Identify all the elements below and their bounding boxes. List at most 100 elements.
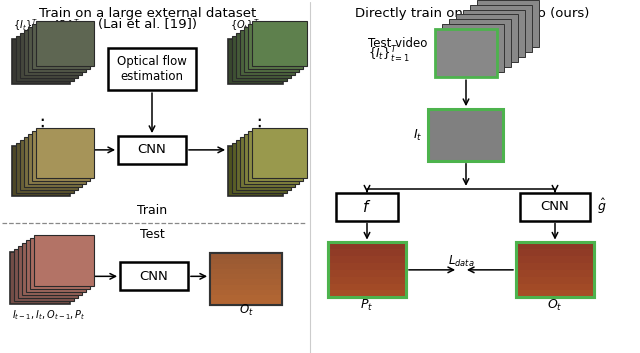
Bar bbox=[210, 253, 282, 305]
Bar bbox=[26, 240, 86, 292]
Bar bbox=[328, 277, 406, 285]
Bar bbox=[248, 24, 303, 69]
Bar bbox=[210, 253, 282, 305]
Bar bbox=[34, 234, 94, 286]
Text: $\vdots$: $\vdots$ bbox=[248, 116, 261, 136]
Bar bbox=[328, 243, 406, 297]
Bar bbox=[10, 252, 70, 304]
Bar bbox=[210, 274, 282, 279]
Bar bbox=[210, 253, 282, 259]
Text: $O_t$: $O_t$ bbox=[239, 303, 253, 318]
Bar bbox=[228, 146, 283, 196]
Bar bbox=[516, 243, 594, 250]
Bar bbox=[210, 259, 282, 264]
Bar bbox=[210, 290, 282, 295]
Bar bbox=[435, 29, 497, 77]
Bar bbox=[328, 263, 406, 271]
Bar bbox=[210, 300, 282, 305]
Bar bbox=[16, 143, 74, 193]
Bar bbox=[477, 0, 539, 47]
Text: $P_t$: $P_t$ bbox=[360, 298, 374, 313]
Bar bbox=[516, 249, 594, 257]
Bar bbox=[442, 24, 504, 72]
Text: Directly train on a test video (ours): Directly train on a test video (ours) bbox=[355, 7, 589, 20]
Bar bbox=[520, 193, 590, 221]
Bar bbox=[240, 137, 295, 187]
Text: $L_{data}$: $L_{data}$ bbox=[448, 255, 474, 269]
Bar bbox=[516, 270, 594, 278]
Bar bbox=[470, 5, 532, 52]
Bar bbox=[36, 128, 94, 178]
Text: Test: Test bbox=[140, 228, 164, 241]
Bar bbox=[252, 128, 307, 178]
Text: CNN: CNN bbox=[541, 200, 570, 213]
Bar bbox=[248, 131, 303, 181]
Bar bbox=[463, 10, 525, 57]
Bar bbox=[336, 193, 398, 221]
Bar bbox=[210, 264, 282, 269]
Bar bbox=[516, 277, 594, 285]
Bar bbox=[28, 28, 86, 72]
Text: CNN: CNN bbox=[138, 143, 166, 156]
Bar bbox=[12, 146, 70, 196]
Bar bbox=[428, 109, 503, 161]
Bar bbox=[16, 36, 74, 81]
Bar bbox=[210, 295, 282, 300]
Bar bbox=[449, 19, 511, 67]
Bar bbox=[36, 22, 94, 66]
Bar bbox=[240, 30, 295, 75]
Bar bbox=[232, 143, 287, 193]
Bar bbox=[328, 291, 406, 298]
Bar bbox=[516, 263, 594, 271]
Bar bbox=[516, 283, 594, 291]
Bar bbox=[210, 279, 282, 285]
Bar bbox=[252, 22, 307, 66]
Bar bbox=[32, 131, 90, 181]
Bar bbox=[120, 262, 188, 290]
Bar bbox=[244, 28, 299, 72]
Text: $\{O_t\}_{t=1}^T$: $\{O_t\}_{t=1}^T$ bbox=[230, 18, 270, 34]
Bar bbox=[118, 136, 186, 164]
Bar bbox=[228, 40, 283, 84]
Bar bbox=[24, 30, 82, 75]
Bar bbox=[328, 270, 406, 278]
Bar bbox=[30, 238, 90, 289]
Bar bbox=[22, 244, 82, 295]
Text: $\{I_t\}_{t=1}^T,\{P_t\}_{t=1}^T$: $\{I_t\}_{t=1}^T,\{P_t\}_{t=1}^T$ bbox=[13, 18, 90, 34]
Text: $I_t$: $I_t$ bbox=[413, 127, 422, 143]
Bar bbox=[236, 140, 291, 190]
Bar bbox=[32, 24, 90, 69]
Bar bbox=[20, 34, 78, 78]
Text: Train on a large external dataset: Train on a large external dataset bbox=[40, 7, 257, 20]
Bar bbox=[516, 243, 594, 297]
Bar bbox=[18, 246, 78, 298]
Text: (Lai et al. [19]): (Lai et al. [19]) bbox=[99, 18, 198, 31]
Text: $O_t$: $O_t$ bbox=[547, 298, 563, 313]
Text: $\{I_t\}_{t=1}^T$: $\{I_t\}_{t=1}^T$ bbox=[368, 45, 410, 65]
Text: $I_{t-1}, I_t, O_{t-1}, P_t$: $I_{t-1}, I_t, O_{t-1}, P_t$ bbox=[12, 308, 86, 322]
Bar bbox=[244, 134, 299, 184]
Bar bbox=[328, 249, 406, 257]
Text: CNN: CNN bbox=[140, 270, 168, 283]
Text: $\hat{g}$: $\hat{g}$ bbox=[597, 197, 607, 216]
Bar bbox=[14, 250, 74, 301]
Bar bbox=[232, 36, 287, 81]
Bar bbox=[236, 34, 291, 78]
Bar bbox=[328, 243, 406, 297]
Bar bbox=[210, 269, 282, 274]
Bar bbox=[328, 256, 406, 264]
Bar bbox=[20, 140, 78, 190]
Text: $f$: $f$ bbox=[362, 199, 372, 215]
Bar bbox=[328, 243, 406, 250]
Bar bbox=[456, 14, 518, 62]
Bar bbox=[108, 48, 196, 90]
Text: Train: Train bbox=[137, 204, 167, 217]
Bar bbox=[24, 137, 82, 187]
Bar bbox=[516, 291, 594, 298]
Text: $\vdots$: $\vdots$ bbox=[31, 116, 44, 136]
Text: Test video: Test video bbox=[368, 37, 428, 50]
Bar bbox=[12, 40, 70, 84]
Bar bbox=[210, 285, 282, 290]
Text: Optical flow
estimation: Optical flow estimation bbox=[117, 55, 187, 83]
Bar bbox=[516, 256, 594, 264]
